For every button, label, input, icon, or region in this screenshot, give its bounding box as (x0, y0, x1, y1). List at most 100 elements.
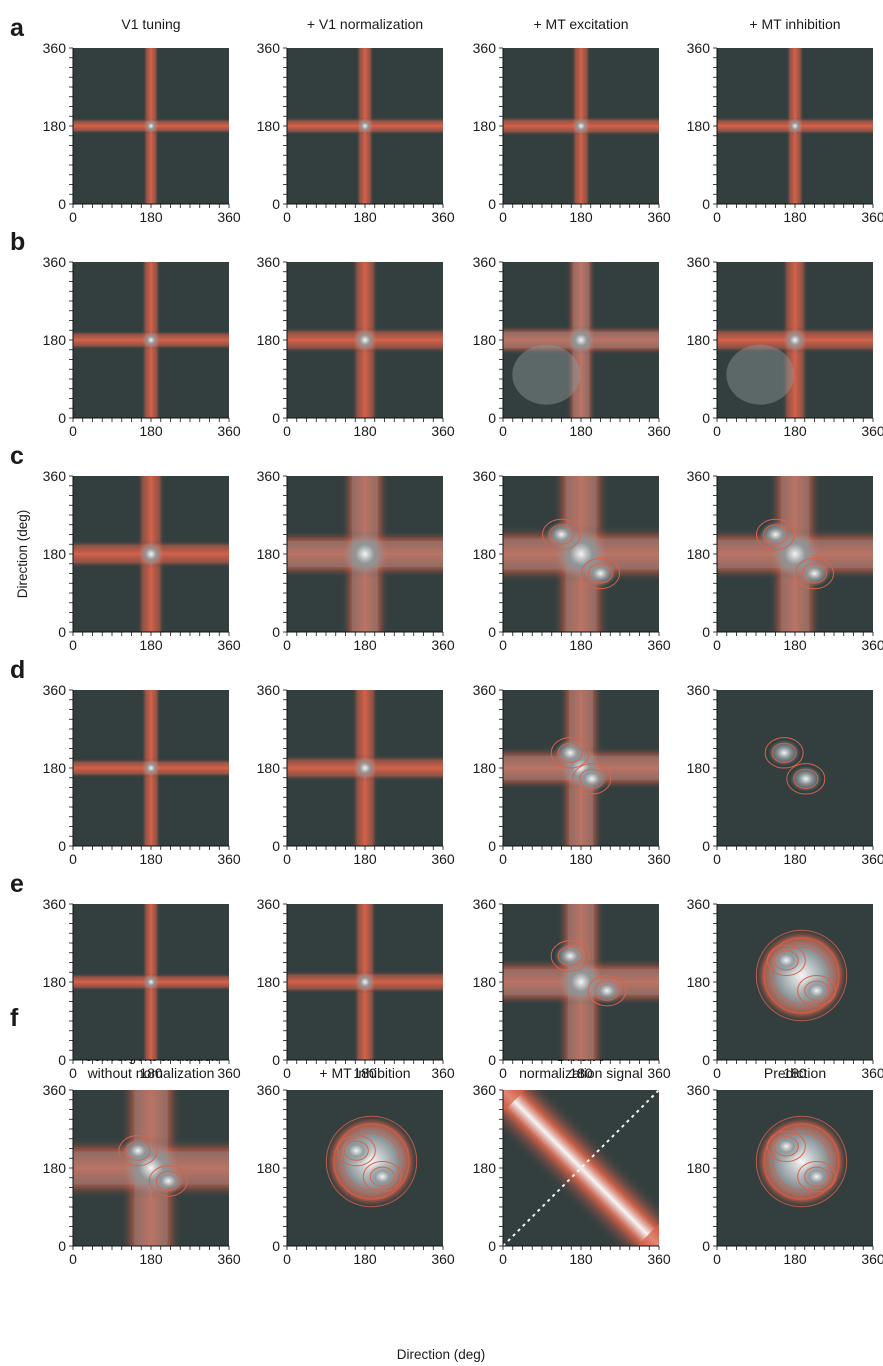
peak-contour (766, 1130, 806, 1163)
panel-d-4: 0 180 360 0 180 360 (687, 682, 883, 867)
center-peak (783, 328, 807, 352)
peak-contour (550, 737, 590, 769)
x-tick-label: 360 (217, 851, 241, 867)
y-axis-title: Direction (deg) (15, 510, 30, 599)
y-tick-label: 0 (272, 1238, 280, 1254)
peak-contour (588, 563, 613, 584)
x-tick-label: 180 (569, 851, 593, 867)
row-f-title-3: normalization signal (519, 1065, 643, 1081)
y-tick-label: 180 (473, 760, 497, 776)
peak-contour (550, 940, 590, 972)
x-tick-label: 180 (569, 423, 593, 439)
x-tick-label: 180 (353, 1251, 377, 1267)
x-tick-label: 180 (783, 209, 807, 225)
y-tick-label: 360 (257, 40, 281, 56)
peak-contour (557, 742, 583, 763)
panel-f-2: 0 180 360 0 180 360 (257, 1082, 455, 1267)
x-tick-label: 180 (783, 1251, 807, 1267)
y-tick-label: 180 (257, 974, 281, 990)
x-tick-label: 180 (139, 851, 163, 867)
panel-f-3: 0 180 360 0 180 360 (473, 1082, 671, 1267)
x-tick-label: 180 (569, 1251, 593, 1267)
center-peak (143, 974, 159, 990)
secondary-blob (726, 344, 795, 405)
peak-contour (766, 944, 806, 977)
panel-b-3: 0 180 360 0 180 360 (473, 254, 671, 439)
y-tick-label: 0 (702, 624, 710, 640)
disk-contour (325, 1115, 418, 1208)
x-tick-label: 0 (713, 1251, 721, 1267)
center-peak (353, 756, 377, 780)
y-tick-label: 180 (687, 1160, 711, 1176)
row-f-title-2: + MT inhibition (319, 1065, 410, 1081)
peak-contour (594, 980, 620, 1001)
diagonal-ridge (503, 1090, 659, 1246)
peak-contour (756, 518, 795, 551)
x-tick-label: 0 (713, 851, 721, 867)
disk-contour (755, 929, 848, 1022)
y-tick-label: 180 (473, 1160, 497, 1176)
center-peak (142, 759, 160, 777)
y-tick-label: 0 (702, 838, 710, 854)
peak-contour (793, 768, 819, 789)
x-tick-label: 360 (431, 851, 455, 867)
response-peak (798, 560, 831, 587)
response-peak (554, 739, 587, 766)
center-peak (357, 118, 373, 134)
peak-contour (797, 974, 837, 1007)
x-tick-label: 0 (283, 423, 291, 439)
y-tick-label: 180 (43, 546, 67, 562)
x-tick-label: 180 (353, 637, 377, 653)
panel-a-4: 0 180 360 0 180 360 (687, 40, 883, 225)
peak-contour (369, 1166, 395, 1187)
y-tick-label: 180 (687, 332, 711, 348)
peak-contour (786, 763, 826, 795)
y-tick-label: 360 (687, 468, 711, 484)
x-tick-label: 180 (353, 209, 377, 225)
column-title-4: + MT inhibition (749, 16, 840, 32)
y-tick-label: 180 (473, 974, 497, 990)
x-tick-label: 0 (499, 1251, 507, 1267)
peak-contour (804, 1166, 830, 1187)
disk-contour (772, 1132, 831, 1191)
x-tick-label: 0 (499, 423, 507, 439)
disk (324, 1114, 419, 1209)
column-title-3: + MT excitation (533, 16, 628, 32)
y-tick-label: 0 (272, 838, 280, 854)
disk-contour (755, 1115, 848, 1208)
x-tick-label: 0 (499, 851, 507, 867)
y-tick-label: 360 (473, 1082, 497, 1098)
response-peak (770, 1133, 803, 1160)
y-tick-label: 360 (43, 468, 67, 484)
panel-c-3: 0 180 360 0 180 360 (473, 468, 671, 653)
y-tick-label: 360 (687, 682, 711, 698)
response-peak (122, 1137, 154, 1164)
peak-contour (795, 557, 834, 590)
y-tick-label: 180 (43, 118, 67, 134)
y-tick-label: 180 (687, 974, 711, 990)
peak-contour (557, 945, 583, 967)
peak-contour (771, 742, 797, 763)
disk-contour (763, 937, 840, 1014)
x-tick-label: 180 (139, 637, 163, 653)
x-tick-label: 180 (783, 1065, 807, 1081)
y-tick-label: 360 (43, 896, 67, 912)
response-peak (770, 947, 803, 974)
x-tick-label: 360 (861, 637, 883, 653)
y-tick-label: 360 (473, 682, 497, 698)
y-tick-label: 180 (257, 546, 281, 562)
peak-contour (587, 974, 627, 1007)
panel-b-4: 0 180 360 0 180 360 (687, 254, 883, 439)
x-tick-label: 0 (713, 423, 721, 439)
x-tick-label: 0 (713, 637, 721, 653)
y-tick-label: 0 (488, 624, 496, 640)
y-tick-label: 360 (43, 254, 67, 270)
x-tick-label: 360 (431, 1065, 455, 1081)
peak-contour (581, 557, 620, 590)
peak-contour (579, 768, 605, 789)
y-tick-label: 180 (257, 760, 281, 776)
disk-contour (333, 1123, 410, 1200)
x-tick-label: 180 (783, 851, 807, 867)
y-tick-label: 180 (687, 760, 711, 776)
y-tick-label: 180 (257, 332, 281, 348)
